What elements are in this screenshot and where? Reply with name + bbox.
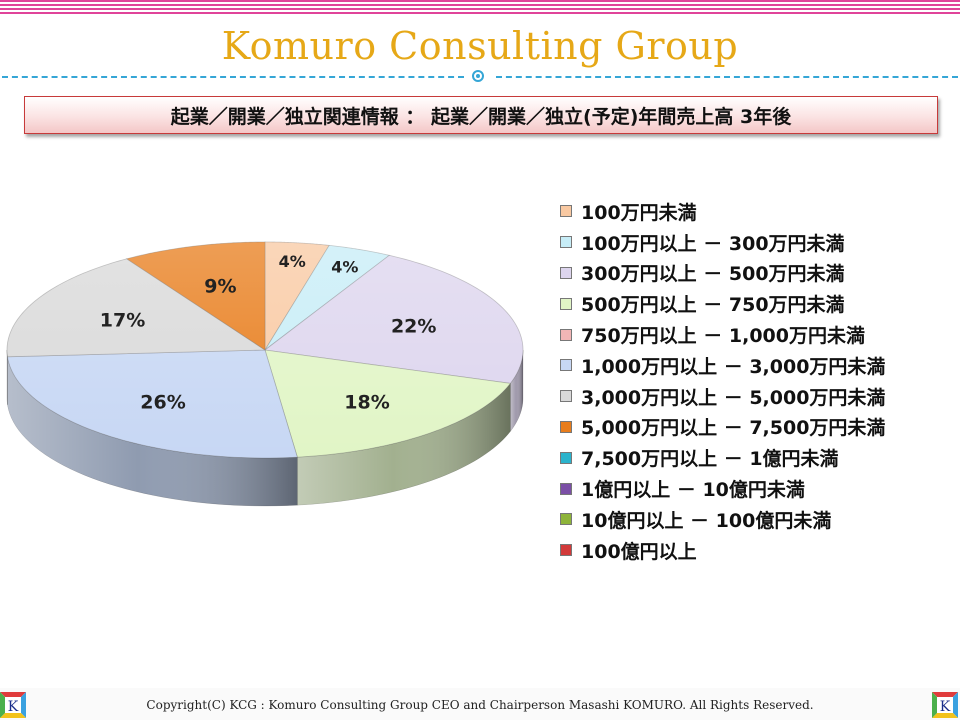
legend-item: 100万円以上 － 300万円未満	[560, 227, 885, 258]
legend-swatch	[560, 236, 572, 249]
pie-slice-side-shade	[7, 356, 298, 506]
legend-label: 10億円以上 － 100億円未満	[581, 509, 832, 532]
legend-item: 1億円以上 － 10億円未満	[560, 473, 885, 504]
legend-item: 7,500万円以上 － 1億円未満	[560, 442, 885, 473]
logo-letter: K	[940, 699, 951, 715]
footer-bar	[0, 688, 960, 720]
kcg-logo-right-icon: K	[932, 692, 958, 718]
subtitle-text: 起業／開業／独立関連情報 ： 起業／開業／独立(予定)年間売上高 3年後	[170, 105, 792, 128]
pie-label-group: 4% 4% 22% 18% 26% 17% 9%	[100, 252, 437, 414]
pie-data-label: 22%	[391, 315, 436, 337]
pie-data-label: 9%	[204, 276, 236, 298]
legend-label: 5,000万円以上 － 7,500万円未満	[581, 417, 886, 440]
page-title: Komuro Consulting Group	[221, 24, 739, 68]
subtitle-banner: 起業／開業／独立関連情報 ： 起業／開業／独立(予定)年間売上高 3年後	[24, 96, 938, 134]
legend-label: 300万円以上 － 500万円未満	[581, 263, 845, 286]
top-stripe-decoration	[0, 0, 960, 16]
legend-label: 100万円以上 － 300万円未満	[581, 232, 845, 255]
pie-data-label: 18%	[344, 392, 389, 414]
legend-label: 3,000万円以上 － 5,000万円未満	[581, 386, 886, 409]
pie-slice-side-shade	[7, 350, 8, 405]
legend-item: 100万円未満	[560, 196, 885, 227]
legend-item: 1,000万円以上 － 3,000万円未満	[560, 350, 885, 381]
legend-item: 500万円以上 － 750万円未満	[560, 288, 885, 319]
pie-data-label: 26%	[140, 392, 185, 414]
legend-swatch	[560, 297, 572, 310]
legend-item: 300万円以上 － 500万円未満	[560, 258, 885, 289]
legend-swatch	[560, 359, 572, 372]
legend-swatch	[560, 390, 572, 403]
legend-item: 5,000万円以上 － 7,500万円未満	[560, 412, 885, 443]
pie-data-label: 17%	[100, 310, 145, 332]
legend-label: 1,000万円以上 － 3,000万円未満	[581, 355, 886, 378]
legend-swatch	[560, 451, 572, 464]
pie-chart: 4% 4% 22% 18% 26% 17% 9%	[6, 241, 524, 507]
legend-label: 100億円以上	[581, 540, 697, 563]
legend-item: 10億円以上 － 100億円未満	[560, 504, 885, 535]
pie-slice-side-shade	[510, 350, 523, 432]
kcg-logo-left-icon: K	[0, 692, 26, 718]
pie-data-label: 4%	[331, 258, 358, 277]
title-divider-left	[2, 76, 464, 78]
legend-label: 100万円未満	[581, 201, 697, 224]
pie-slice-side-shade	[297, 383, 511, 506]
legend-label: 7,500万円以上 － 1億円未満	[581, 448, 839, 471]
legend-swatch	[560, 266, 572, 279]
legend-swatch	[560, 544, 572, 557]
legend-item: 3,000万円以上 － 5,000万円未満	[560, 381, 885, 412]
copyright-text: Copyright(C) KCG : Komuro Consulting Gro…	[146, 698, 814, 712]
legend-swatch	[560, 328, 572, 341]
pie-top-sheen	[7, 242, 523, 458]
logo-letter: K	[8, 699, 19, 715]
pie-side-group	[6, 349, 524, 507]
pie-data-label: 4%	[279, 252, 306, 271]
legend-swatch	[560, 513, 572, 526]
legend-label: 500万円以上 － 750万円未満	[581, 294, 845, 317]
title-divider-right	[496, 76, 958, 78]
legend-label: 750万円以上 － 1,000万円未満	[581, 325, 865, 348]
legend-swatch	[560, 482, 572, 495]
pie-top-group	[6, 241, 524, 459]
legend-item: 750万円以上 － 1,000万円未満	[560, 319, 885, 350]
divider-dot-icon	[472, 70, 484, 82]
chart-legend: 100万円未満 100万円以上 － 300万円未満 300万円以上 － 500万円未…	[560, 196, 885, 566]
legend-label: 1億円以上 － 10億円未満	[581, 479, 805, 502]
legend-swatch	[560, 420, 572, 433]
legend-item: 100億円以上	[560, 535, 885, 566]
legend-swatch	[560, 205, 572, 218]
